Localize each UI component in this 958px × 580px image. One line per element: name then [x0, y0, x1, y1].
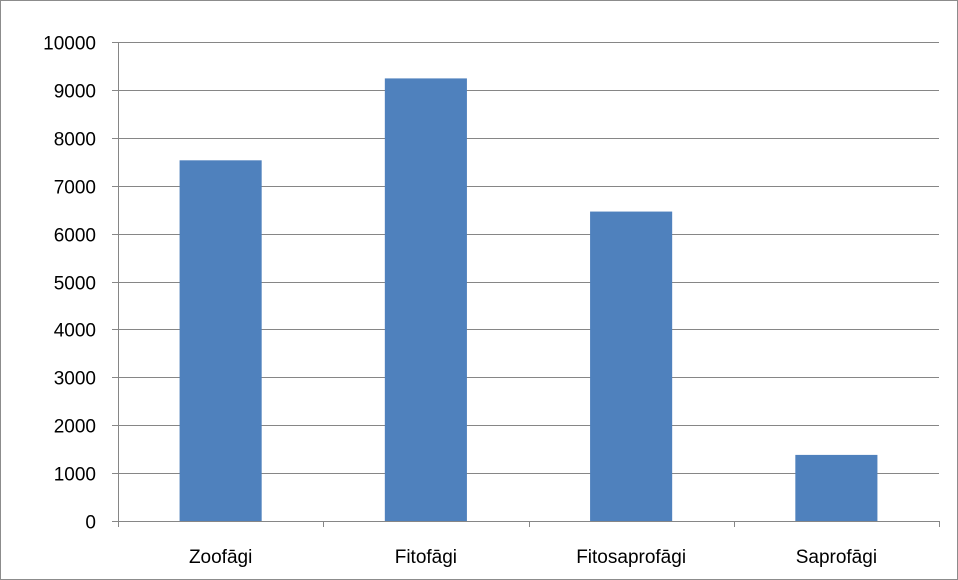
bar: [590, 211, 673, 522]
bar: [384, 78, 467, 522]
y-tick-label: 9000: [54, 82, 96, 103]
y-tick-label: 7000: [54, 178, 96, 199]
y-tick-label: 0: [85, 513, 96, 534]
x-tick-label: Fitofāgi: [395, 547, 457, 568]
y-tick-label: 3000: [54, 369, 96, 390]
axes: [112, 42, 940, 527]
x-tick-label: Saprofāgi: [796, 547, 877, 568]
y-tick-label: 1000: [54, 465, 96, 486]
y-tick-label: 8000: [54, 130, 96, 151]
y-tick-label: 5000: [54, 274, 96, 295]
bars: [179, 78, 878, 522]
y-tick-label: 4000: [54, 321, 96, 342]
bar: [795, 454, 878, 521]
y-tick-label: 2000: [54, 417, 96, 438]
x-tick-label: Zoofāgi: [189, 547, 252, 568]
y-tick-labels: 0 1000 2000 3000 4000 5000 6000 7000 8000 9000 100…: [43, 34, 96, 534]
x-tick-labels: Zoofāgi Fitofāgi Fitosaprofāgi Saprofāgi: [189, 547, 877, 568]
x-tick-label: Fitosaprofāgi: [576, 547, 686, 568]
y-tick-label: 10000: [43, 34, 96, 55]
y-tick-label: 6000: [54, 226, 96, 247]
bar: [179, 160, 262, 522]
